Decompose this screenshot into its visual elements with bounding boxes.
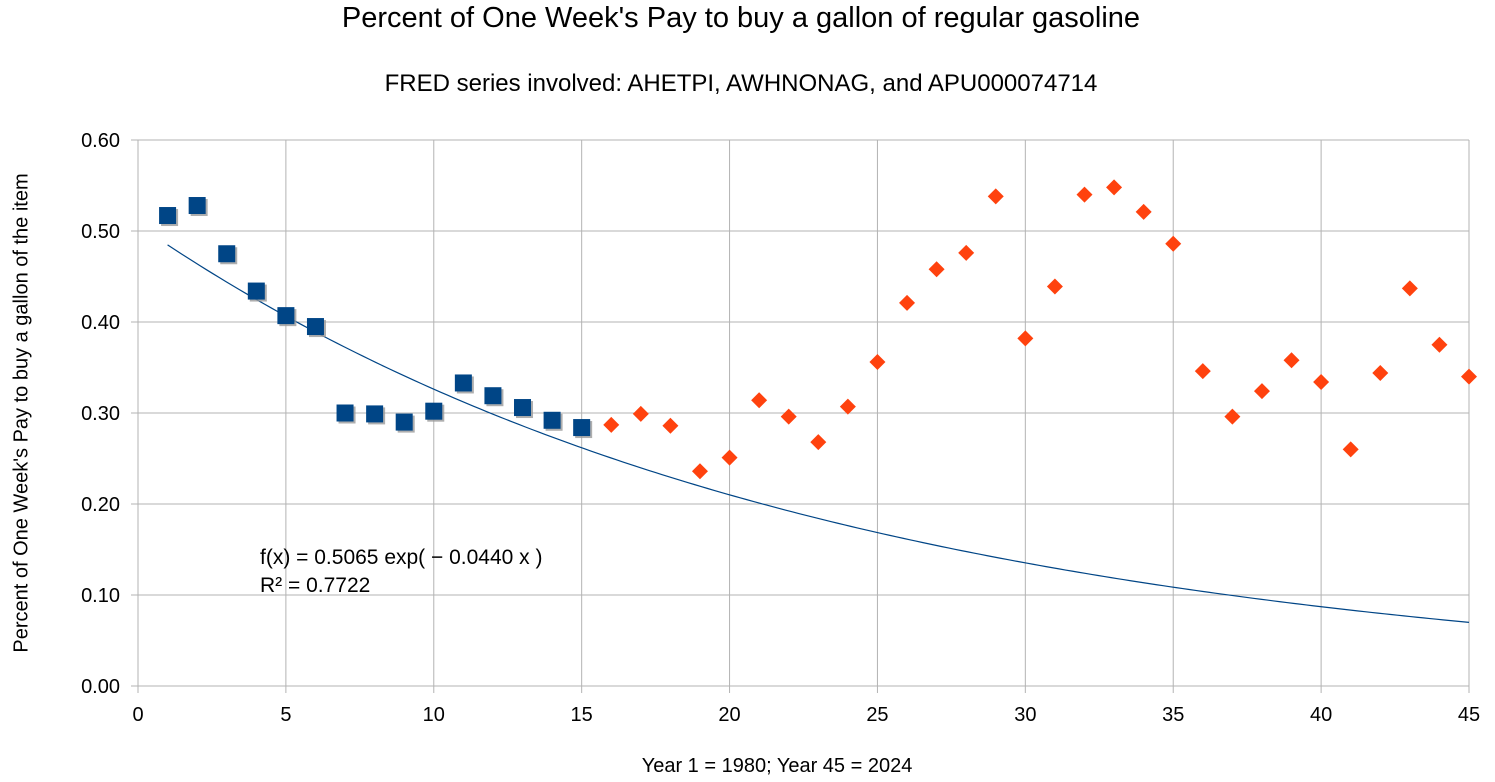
x-tick-label: 30 (1014, 704, 1036, 726)
data-point-square (543, 411, 561, 429)
data-point-diamond (751, 392, 768, 409)
data-point-diamond (780, 408, 797, 425)
data-point-square (484, 387, 502, 405)
data-point-diamond (1372, 364, 1389, 381)
data-point-diamond (1342, 441, 1359, 458)
x-tick-label: 35 (1162, 704, 1184, 726)
x-tick-label: 5 (280, 704, 291, 726)
data-point-diamond (899, 294, 916, 311)
data-point-square (425, 402, 443, 420)
data-point-diamond (632, 405, 649, 422)
data-point-diamond (1283, 352, 1300, 369)
data-point-diamond (1401, 280, 1418, 297)
chart-subtitle: FRED series involved: AHETPI, AWHNONAG, … (384, 70, 1098, 97)
chart-title: Percent of One Week's Pay to buy a gallo… (341, 2, 1141, 34)
data-point-square (395, 413, 413, 431)
data-point-diamond (869, 354, 886, 371)
x-tick-label: 45 (1458, 704, 1480, 726)
trendline-r-squared: R² = 0.7722 (260, 574, 370, 597)
data-point-square (514, 399, 532, 417)
data-point-diamond (662, 417, 679, 434)
data-point-square (159, 207, 177, 225)
data-point-square (277, 307, 295, 325)
grid-lines (137, 139, 1470, 687)
data-point-diamond (928, 261, 945, 278)
y-tick-label: 0.60 (81, 130, 120, 152)
x-tick-label: 0 (132, 704, 143, 726)
data-point-diamond (1135, 203, 1152, 220)
x-tick-label: 25 (866, 704, 888, 726)
data-point-diamond (810, 434, 827, 451)
data-point-diamond (1224, 408, 1241, 425)
data-point-diamond (721, 449, 738, 466)
data-point-square (336, 404, 354, 422)
y-tick-label: 0.30 (81, 403, 120, 425)
data-point-diamond (1165, 235, 1182, 252)
y-tick-label: 0.40 (81, 312, 120, 334)
data-point-diamond (987, 188, 1004, 205)
y-tick-label: 0.20 (81, 494, 120, 516)
data-point-square (247, 282, 265, 300)
data-point-diamond (958, 244, 975, 261)
x-tick-label: 20 (718, 704, 740, 726)
data-point-diamond (1076, 186, 1093, 203)
x-axis-label: Year 1 = 1980; Year 45 = 2024 (641, 755, 913, 777)
data-point-diamond (1017, 330, 1034, 347)
data-points (159, 179, 1477, 480)
y-tick-label: 0.00 (81, 676, 120, 698)
data-point-square (306, 318, 324, 336)
y-tick-label: 0.50 (81, 221, 120, 243)
data-point-square (218, 245, 236, 263)
x-tick-label: 15 (571, 704, 593, 726)
data-point-diamond (1313, 374, 1330, 391)
x-tick-label: 10 (423, 704, 445, 726)
data-point-diamond (839, 398, 856, 415)
trendline-group (167, 244, 1470, 623)
trendline (167, 244, 1470, 623)
data-point-square (573, 419, 591, 437)
data-point-diamond (603, 416, 620, 433)
data-point-diamond (1194, 363, 1211, 380)
data-point-diamond (1046, 278, 1063, 295)
data-point-square (188, 197, 206, 215)
data-point-square (454, 374, 472, 392)
data-point-square (366, 405, 384, 423)
data-point-diamond (1106, 179, 1123, 196)
data-point-diamond (691, 463, 708, 480)
data-point-diamond (1461, 368, 1477, 385)
axis-ticks: 0.00 0.10 0.20 0.30 0.40 0.50 0.60 0 5 10 15 20 25 30… (81, 130, 1480, 726)
y-tick-label: 0.10 (81, 585, 120, 607)
trendline-equation: f(x) = 0.5065 exp( − 0.0440 x ) (260, 546, 543, 569)
data-point-diamond (1253, 383, 1270, 400)
data-point-diamond (1431, 336, 1448, 353)
x-tick-label: 40 (1310, 704, 1332, 726)
